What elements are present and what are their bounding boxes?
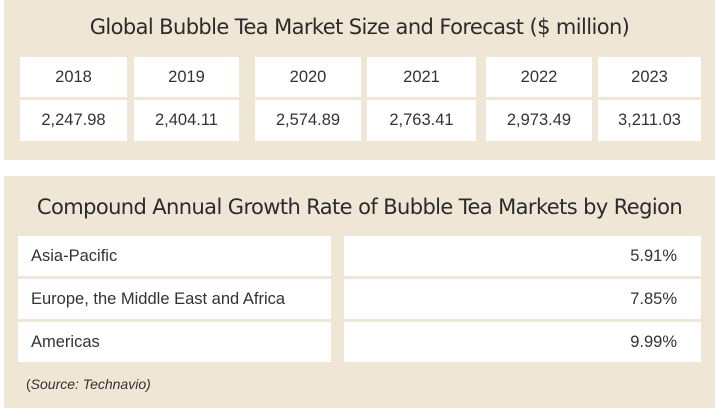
market-size-panel: Global Bubble Tea Market Size and Foreca… [4, 0, 715, 160]
source-note: (Source: Technavio) [26, 376, 151, 392]
year-header: 2018 [20, 57, 127, 97]
growth-rate: 7.85% [344, 279, 701, 319]
market-size-title: Global Bubble Tea Market Size and Foreca… [89, 15, 630, 39]
year-header: 2021 [367, 57, 476, 97]
market-value: 2,404.11 [134, 100, 239, 141]
market-value: 2,763.41 [367, 100, 476, 141]
market-value: 2,247.98 [20, 100, 127, 141]
year-header: 2022 [486, 57, 592, 97]
growth-rate: 5.91% [344, 236, 701, 276]
year-header: 2020 [255, 57, 361, 97]
cagr-title: Compound Annual Growth Rate of Bubble Te… [36, 195, 683, 219]
market-value: 2,973.49 [486, 100, 592, 141]
year-header: 2023 [598, 57, 701, 97]
region-label: Asia-Pacific [18, 236, 331, 276]
source-paren: ( [26, 376, 31, 392]
year-header: 2019 [134, 57, 239, 97]
region-label: Americas [18, 322, 331, 362]
market-value: 2,574.89 [255, 100, 361, 141]
cagr-panel: Compound Annual Growth Rate of Bubble Te… [4, 176, 715, 408]
source-text: Source: Technavio) [30, 376, 151, 392]
region-label: Europe, the Middle East and Africa [18, 279, 331, 319]
growth-rate: 9.99% [344, 322, 701, 362]
market-value: 3,211.03 [598, 100, 701, 141]
